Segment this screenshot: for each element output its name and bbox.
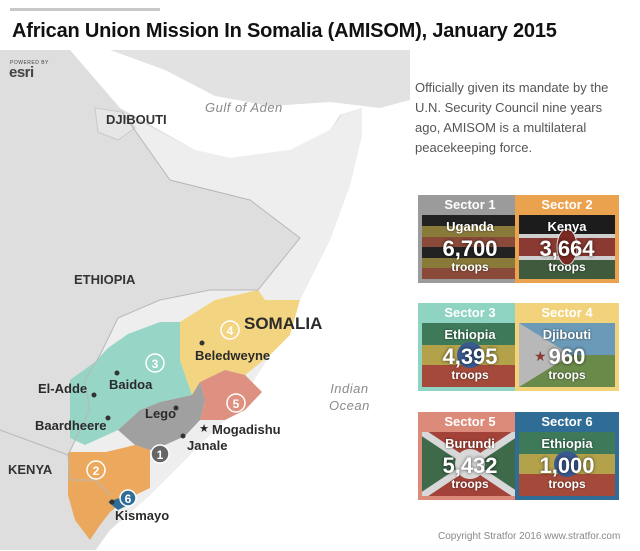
city-dot-kismayo — [109, 499, 115, 505]
city-beledweyne: Beledweyne — [195, 348, 271, 363]
sector-card-unit: troops — [548, 260, 586, 274]
sector-marker-2: 2 — [86, 460, 106, 480]
sector-card-troops: 6,700 — [442, 236, 498, 261]
sector-card-country: Djibouti — [542, 327, 592, 342]
sector-3-area — [70, 322, 192, 445]
map: 1 2 3 4 5 6 ★ — [0, 50, 410, 550]
sector-card-troops: 1,000 — [539, 453, 595, 478]
sector-card-unit: troops — [548, 368, 586, 382]
label-somalia: SOMALIA — [244, 314, 323, 333]
city-dot-beledweyne — [199, 340, 205, 346]
intro-text: Officially given its mandate by the U.N.… — [415, 80, 609, 155]
sector-1-area — [118, 382, 205, 450]
sector-card-title: Sector 2 — [541, 197, 593, 212]
label-indian: Indian — [330, 381, 369, 396]
flag-uganda-icon: Uganda 6,700 troops — [422, 215, 518, 279]
border-kenya — [0, 429, 69, 456]
city-dot-baardheere — [105, 415, 111, 421]
city-janale: Janale — [187, 438, 228, 453]
page-title: African Union Mission In Somalia (AMISOM… — [12, 20, 557, 42]
sector-card-title: Sector 5 — [444, 414, 496, 429]
city-mogadishu: Mogadishu — [212, 422, 281, 437]
sector-card-country: Burundi — [445, 436, 495, 451]
sector-4-area — [180, 290, 300, 395]
sector-marker-3: 3 — [145, 353, 165, 373]
svg-text:3: 3 — [152, 357, 159, 371]
sector-card-2: Sector 2 Kenya 3,664 troops — [515, 195, 619, 283]
basemap-credit-small: POWERED BY — [10, 60, 49, 66]
sector-card-4: Sector 4 ★ Djibouti 960 troops — [515, 303, 619, 391]
sector-card-troops: 4,395 — [442, 344, 498, 369]
sector-marker-6: 6 — [119, 489, 137, 507]
svg-text:★: ★ — [534, 349, 547, 365]
label-ocean: Ocean — [329, 398, 370, 413]
city-baidoa: Baidoa — [109, 377, 153, 392]
svg-text:2: 2 — [93, 464, 100, 478]
sector-card-unit: troops — [451, 477, 489, 491]
sector-card-5: Sector 5 Burundi 5,432 troops — [418, 412, 522, 500]
copyright: Copyright Stratfor 2016 www.stratfor.com — [438, 531, 621, 542]
sector-card-unit: troops — [451, 368, 489, 382]
sector-marker-1: 1 — [150, 444, 170, 464]
flag-ethiopia-icon: Ethiopia 1,000 troops — [519, 432, 615, 496]
flag-djibouti-icon: ★ Djibouti 960 troops — [519, 323, 615, 387]
svg-text:4: 4 — [227, 324, 234, 338]
sector-marker-4: 4 — [220, 320, 240, 340]
flag-kenya-icon: Kenya 3,664 troops — [519, 215, 615, 279]
header-rule — [10, 8, 160, 11]
label-djibouti: DJIBOUTI — [106, 112, 167, 127]
capital-star-icon: ★ — [199, 422, 209, 435]
sector-2-area — [68, 445, 150, 540]
flag-burundi-icon: Burundi 5,432 troops — [422, 432, 518, 496]
city-dot-el-adde — [91, 392, 97, 398]
sector-card-title: Sector 3 — [444, 305, 496, 320]
label-gulf-of-aden: Gulf of Aden — [205, 100, 283, 115]
svg-text:1: 1 — [157, 448, 164, 462]
city-dot-lego — [173, 405, 179, 411]
land-arabia — [110, 50, 410, 108]
sector-card-country: Kenya — [547, 219, 587, 234]
city-dot-janale — [180, 433, 186, 439]
city-baardheere: Baardheere — [35, 418, 107, 433]
sector-card-country: Ethiopia — [541, 436, 593, 451]
sector-card-3: Sector 3 Ethiopia 4,395 troops — [418, 303, 522, 391]
city-el-adde: El-Adde — [38, 381, 88, 396]
city-lego: Lego — [145, 406, 177, 421]
border-ethiopia-somalia — [67, 111, 301, 496]
label-kenya: KENYA — [8, 462, 53, 477]
label-indian-ocean: Indian Ocean — [329, 380, 370, 414]
sector-card-title: Sector 4 — [541, 305, 593, 320]
flag-ethiopia-icon: Ethiopia 4,395 troops — [422, 323, 518, 387]
sector-card-troops: 3,664 — [539, 236, 595, 261]
sector-card-country: Ethiopia — [444, 327, 496, 342]
label-ethiopia: ETHIOPIA — [74, 272, 136, 287]
sector-card-6: Sector 6 Ethiopia 1,000 troops — [515, 412, 619, 500]
sector-card-unit: troops — [451, 260, 489, 274]
sector-card-unit: troops — [548, 477, 586, 491]
sector-card-troops: 5,432 — [442, 453, 498, 478]
svg-text:6: 6 — [125, 492, 132, 506]
sector-card-troops: 960 — [548, 344, 586, 369]
sector-card-title: Sector 6 — [541, 414, 593, 429]
sector-card-title: Sector 1 — [444, 197, 496, 212]
sector-marker-5: 5 — [226, 393, 246, 413]
city-dot-baidoa — [114, 370, 120, 376]
svg-text:5: 5 — [233, 397, 240, 411]
sector-card-1: Sector 1 Uganda 6,700 troops — [418, 195, 522, 283]
sector-card-country: Uganda — [446, 219, 494, 234]
city-kismayo: Kismayo — [115, 508, 170, 523]
esri-logo: esri — [9, 64, 34, 81]
